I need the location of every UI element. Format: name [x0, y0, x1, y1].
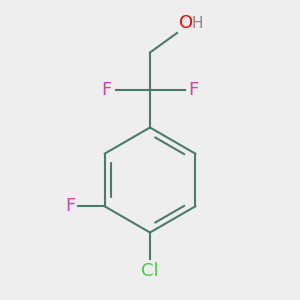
Text: H: H — [191, 16, 202, 32]
Text: O: O — [178, 14, 193, 32]
Text: Cl: Cl — [141, 262, 159, 280]
Text: F: F — [188, 81, 198, 99]
Text: F: F — [65, 197, 75, 215]
Text: F: F — [102, 81, 112, 99]
